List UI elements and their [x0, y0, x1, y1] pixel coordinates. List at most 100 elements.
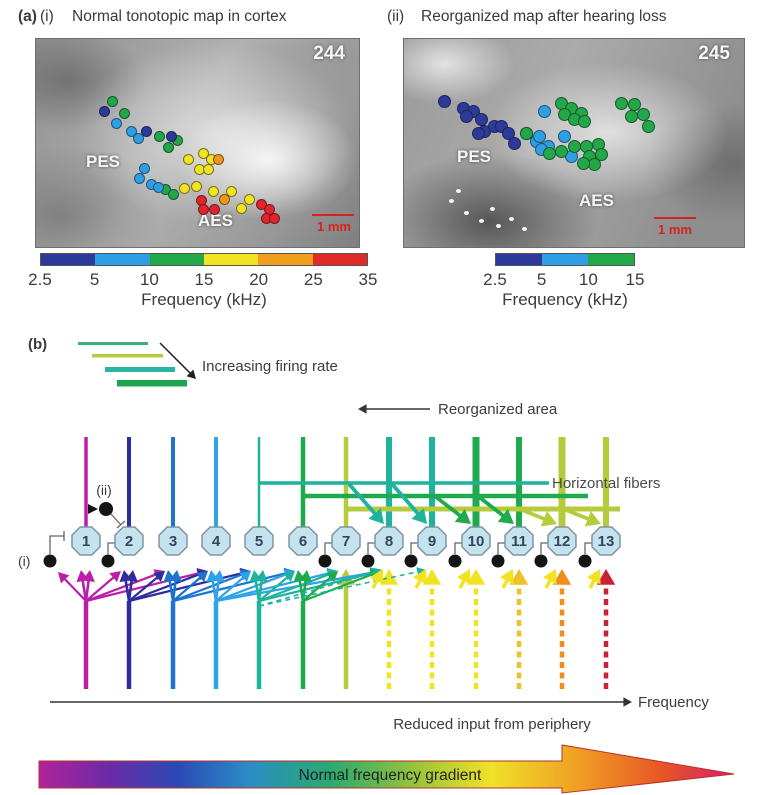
- fan-branch-head: [153, 571, 165, 583]
- map-dot-green: [641, 119, 655, 133]
- reduced-afferent-branch-head: [542, 569, 557, 585]
- inhibitory-interneuron: [578, 554, 592, 568]
- reduced-afferent-head: [379, 569, 399, 585]
- neuron-number-3: 3: [169, 533, 177, 550]
- colorbar-segment: [312, 254, 367, 265]
- fan-branch-head: [109, 571, 121, 583]
- reduced-afferent-head: [596, 569, 616, 585]
- horizontal-fiber-arrow-head: [497, 508, 514, 524]
- neuron-8: [374, 526, 404, 556]
- frequency-colorbar-normal: 2.5 5 10 15 20 25 35 Frequency (kHz): [28, 253, 377, 313]
- pes-label: PES: [457, 147, 492, 166]
- horizontal-fiber-arrow: [565, 508, 591, 522]
- frequency-colorbar-reorganized: 2.5 5 10 15 Frequency (kHz): [483, 253, 644, 313]
- frequency-axis-head: [623, 697, 632, 707]
- map-dot-red: [268, 212, 280, 224]
- colorbar-tick: 10: [139, 270, 159, 289]
- fan-branch: [258, 575, 290, 602]
- map-dot-green: [153, 130, 165, 142]
- reduced-afferent-head: [552, 569, 572, 585]
- fan-branch: [171, 578, 178, 602]
- photo-highlight: [456, 189, 461, 193]
- neuron-number-7: 7: [342, 533, 350, 550]
- reduced-afferent-branch-head: [499, 569, 514, 585]
- cortex-photo-reorganized: 245 PES AES 1 mm: [403, 38, 745, 248]
- map-dot-sky: [132, 132, 144, 144]
- map-dot-navy: [437, 94, 451, 108]
- neuron-11: [504, 526, 534, 556]
- reduced-afferent-head: [422, 569, 442, 585]
- colorbar-segment: [258, 254, 313, 265]
- neuron-number-12: 12: [554, 533, 571, 550]
- photo-highlight: [479, 219, 484, 223]
- neuron-number-2: 2: [125, 533, 133, 550]
- map-dot-navy: [140, 125, 152, 137]
- neuron-number-5: 5: [255, 533, 263, 550]
- map-dot-sky: [557, 129, 571, 143]
- photo-highlight: [449, 199, 454, 203]
- neuron-1: [71, 526, 101, 556]
- panel-a-label: (a): [18, 8, 37, 25]
- fan-branch-head: [239, 571, 251, 583]
- colorbar-segment: [149, 254, 204, 265]
- reorganized-area-label: Reorganized area: [438, 401, 558, 418]
- map-dot-green: [118, 107, 130, 119]
- map-dot-navy: [507, 136, 521, 150]
- fan-branch: [258, 572, 331, 603]
- fan-branch: [257, 578, 264, 602]
- aes-label: AES: [198, 211, 233, 230]
- firing-rate-bar: [78, 342, 148, 345]
- fan-branch-head: [169, 570, 182, 582]
- weak-link: [258, 570, 420, 607]
- map-dot-green: [594, 147, 608, 161]
- colorbar-tick: 25: [303, 270, 323, 289]
- firing-rate-bar: [92, 354, 163, 358]
- map-dot-green: [519, 126, 533, 140]
- map-dot-yellow: [178, 182, 190, 194]
- colorbar-ticks: 2.5 5 10 15: [483, 270, 644, 290]
- weak-link: [258, 571, 377, 607]
- neuron-13: [591, 526, 621, 556]
- panel-a-title-right: Reorganized map after hearing loss: [421, 8, 667, 25]
- inhibitory-interneuron: [101, 554, 115, 568]
- fan-branch: [84, 578, 91, 602]
- map-dot-green: [162, 141, 174, 153]
- photo-highlight: [490, 207, 495, 211]
- map-dot-navy: [459, 109, 473, 123]
- horizontal-fiber-arrow-head: [454, 508, 471, 524]
- reorganized-area-arrow-head: [358, 404, 367, 414]
- map-dot-sky: [110, 117, 122, 129]
- reduced-afferent-branch-head: [456, 569, 471, 585]
- inhibitory-interneuron: [318, 554, 332, 568]
- colorbar-axis-label: Frequency (kHz): [502, 290, 628, 309]
- fan-branch: [128, 575, 160, 602]
- fan-branch: [172, 571, 288, 603]
- inhibitory-interneuron-ii: [99, 502, 113, 516]
- map-dot-green: [106, 95, 118, 107]
- reduced-afferent-branch-head: [369, 569, 384, 585]
- neuron-number-13: 13: [598, 533, 615, 550]
- neuron-10: [461, 526, 491, 556]
- colorbar-segment: [542, 254, 588, 265]
- firing-rate-label: Increasing firing rate: [202, 358, 338, 375]
- neuron-7: [331, 526, 361, 556]
- map-dot-red: [197, 203, 209, 215]
- colorbar-tick: 2.5: [28, 270, 52, 289]
- fan-branch: [215, 575, 246, 602]
- map-dot-orange: [212, 153, 224, 165]
- colorbar-segments: [495, 253, 635, 266]
- map-dot-red: [208, 203, 220, 215]
- map-dot-sky: [125, 125, 137, 137]
- inhibitory-connection: [107, 542, 116, 554]
- scale-bar-label: 1 mm: [317, 219, 351, 234]
- fan-branch-head: [58, 572, 70, 584]
- map-dot-sky: [537, 104, 551, 118]
- neuron-3: [158, 526, 188, 556]
- fan-branch-head: [82, 570, 95, 582]
- fan-branch-head: [212, 570, 225, 582]
- fan-branch: [214, 578, 221, 602]
- colorbar-tick: 10: [578, 270, 598, 289]
- inhibitory-connection: [497, 542, 506, 554]
- fan-branch: [301, 578, 308, 602]
- neuron-12: [547, 526, 577, 556]
